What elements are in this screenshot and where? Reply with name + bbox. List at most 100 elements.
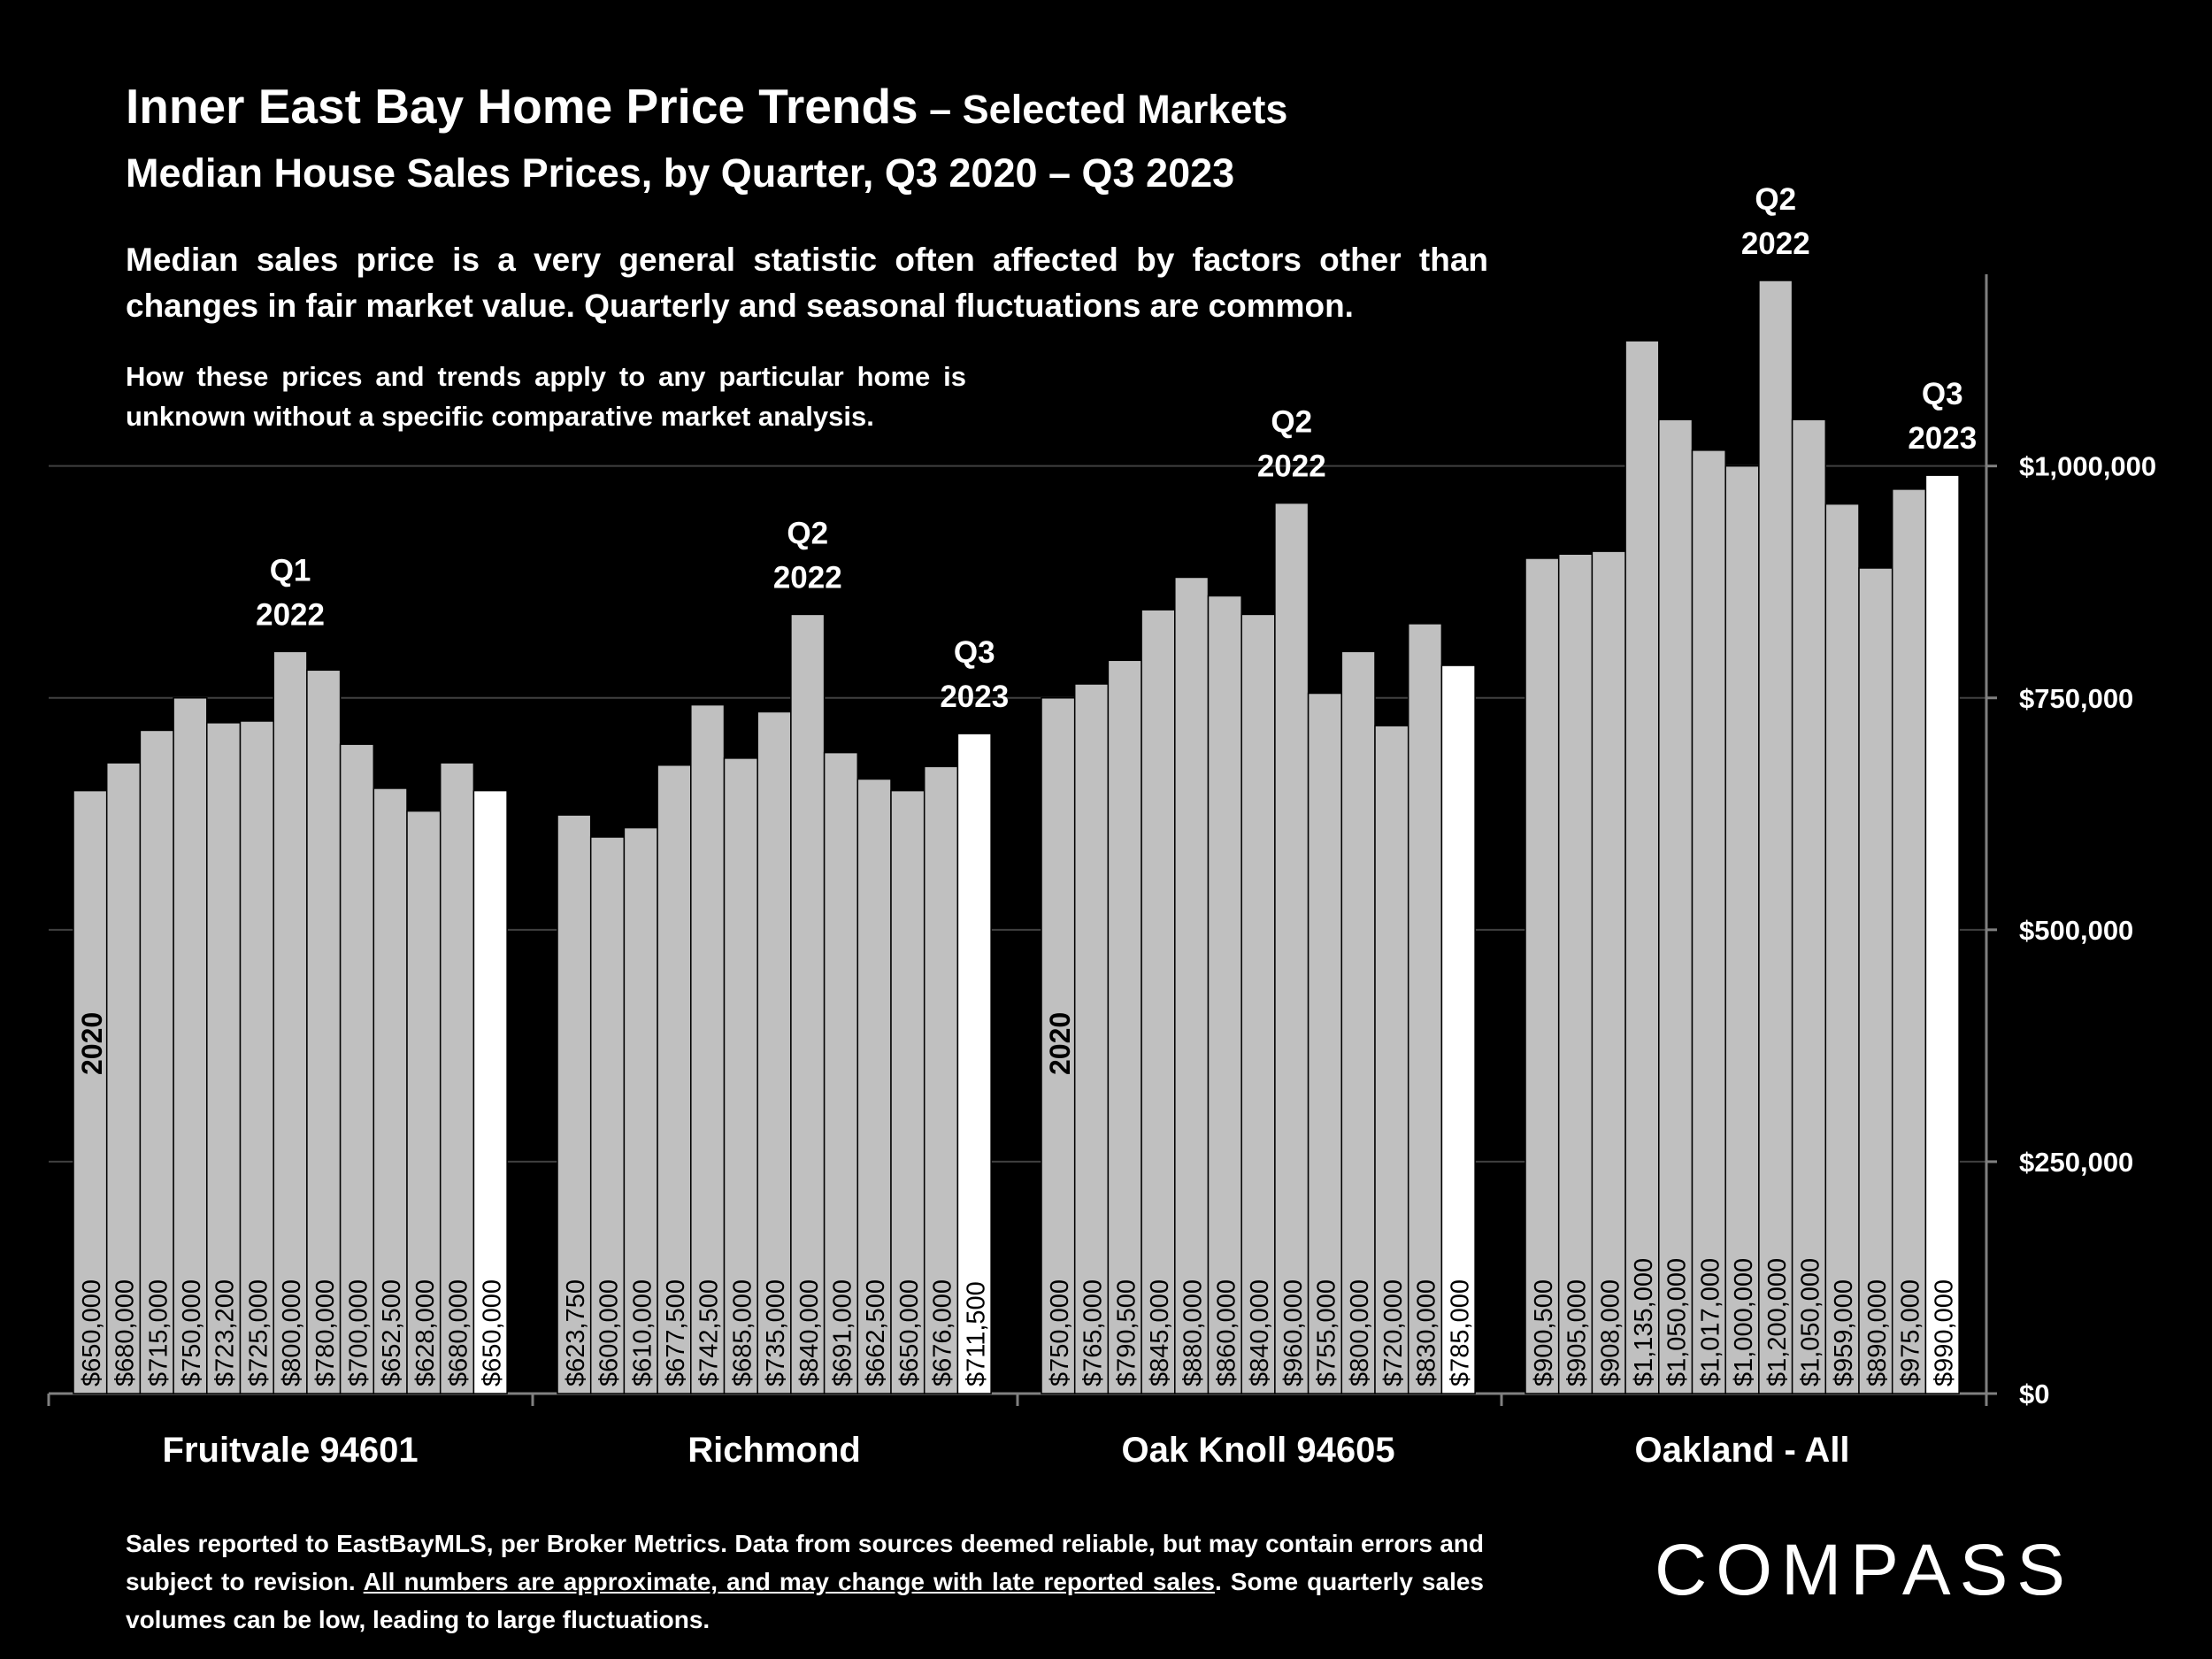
bar [1107, 659, 1142, 1394]
bar [406, 810, 442, 1394]
bar [1207, 595, 1242, 1394]
bar [373, 787, 408, 1394]
end-label-line2: 2023 [940, 680, 1009, 714]
category-label: Richmond [687, 1431, 861, 1470]
note-secondary: How these prices and trends apply to any… [126, 361, 966, 432]
peak-label-line2: 2022 [256, 597, 325, 632]
bar [1307, 692, 1343, 1394]
bar [956, 733, 992, 1394]
bar-value-label: $691,000 [828, 1279, 856, 1386]
bar [1591, 550, 1626, 1394]
footer-part2: . Some quarterly sales volumes can be lo… [126, 1568, 1484, 1633]
bar [1041, 697, 1076, 1394]
peak-label-line1: Q2 [1755, 182, 1796, 217]
bar-value-label: $725,000 [244, 1279, 273, 1386]
bar [1073, 683, 1110, 1394]
bar-value-label: $680,000 [445, 1279, 473, 1386]
year-label: 2020 [76, 1012, 108, 1075]
y-tick-label: $0 [2019, 1379, 2049, 1409]
bar-value-label: $860,000 [1212, 1279, 1240, 1386]
category-label: Fruitvale 94601 [163, 1431, 419, 1470]
page-title: Inner East Bay Home Price Trends – Selec… [126, 78, 1287, 134]
bar-value-label: $830,000 [1413, 1279, 1441, 1386]
category-label: Oakland - All [1635, 1431, 1850, 1470]
bar [723, 757, 758, 1394]
page-subtitle: Median House Sales Prices, by Quarter, Q… [126, 150, 1235, 196]
bar-value-label: $750,000 [178, 1279, 206, 1386]
bar [1791, 419, 1827, 1394]
bar [1924, 474, 1960, 1394]
bar-value-label: $905,000 [1563, 1279, 1592, 1386]
bar [1340, 650, 1376, 1394]
bar [1525, 557, 1560, 1394]
bar [1624, 340, 1660, 1394]
bar-value-label: $680,000 [111, 1279, 140, 1386]
bar-value-label: $650,000 [78, 1279, 106, 1386]
y-tick-label: $1,000,000 [2019, 451, 2156, 482]
bar-value-label: $840,000 [1246, 1279, 1274, 1386]
bar [657, 764, 692, 1394]
bar-value-label: $650,000 [478, 1279, 506, 1386]
bar [1858, 567, 1893, 1394]
bar [823, 751, 859, 1394]
bar [1240, 613, 1276, 1394]
bar-value-label: $990,000 [1930, 1279, 1958, 1386]
bar [757, 710, 792, 1394]
bar-value-label: $1,135,000 [1630, 1258, 1658, 1386]
bar-value-label: $1,017,000 [1696, 1258, 1724, 1386]
bar [1691, 449, 1726, 1394]
bar [306, 669, 342, 1394]
bar-value-label: $735,000 [762, 1279, 790, 1386]
bar [557, 814, 592, 1394]
peak-label-line1: Q2 [787, 516, 828, 550]
bar [1407, 623, 1443, 1394]
bar-value-label: $800,000 [1346, 1279, 1374, 1386]
bar-value-label: $765,000 [1079, 1279, 1108, 1386]
note-main: Median sales price is a very general sta… [126, 242, 1488, 324]
compass-logo: COMPASS [1655, 1530, 2074, 1610]
peak-label-line2: 2022 [773, 560, 842, 595]
bar [472, 789, 508, 1394]
bar-value-label: $742,500 [695, 1279, 724, 1386]
bar-value-label: $623,750 [562, 1279, 590, 1386]
bar-value-label: $685,000 [728, 1279, 757, 1386]
bar [1440, 664, 1476, 1394]
bar-value-label: $610,000 [628, 1279, 657, 1386]
bar-value-label: $750,000 [1046, 1279, 1074, 1386]
bar [623, 826, 658, 1394]
bar-value-label: $1,050,000 [1663, 1258, 1692, 1386]
y-tick-label: $750,000 [2019, 683, 2133, 714]
bar-value-label: $959,000 [1830, 1279, 1858, 1386]
bar [139, 729, 174, 1394]
peak-label-line2: 2022 [1741, 227, 1810, 261]
bar [1174, 576, 1210, 1394]
bar-value-label: $845,000 [1146, 1279, 1174, 1386]
bar-value-label: $677,500 [662, 1279, 690, 1386]
bar [1374, 725, 1409, 1394]
year-label: 2020 [1044, 1012, 1076, 1075]
bar-value-label: $880,000 [1179, 1279, 1208, 1386]
bar-value-label: $711,500 [962, 1281, 990, 1386]
title-main: Inner East Bay Home Price Trends [126, 79, 918, 134]
bar [790, 613, 826, 1394]
bar [1724, 465, 1760, 1394]
bar-value-label: $676,000 [929, 1279, 957, 1386]
peak-label-line1: Q1 [270, 553, 311, 588]
footer-part1: Sales reported to EastBayMLS, per Broker… [126, 1530, 1484, 1595]
bar [206, 722, 242, 1394]
bar-value-label: $900,500 [1530, 1279, 1558, 1386]
bar [1557, 553, 1594, 1394]
bar-value-label: $960,000 [1279, 1279, 1308, 1386]
bar-value-label: $1,000,000 [1730, 1258, 1758, 1386]
footer-disclaimer: Sales reported to EastBayMLS, per Broker… [126, 1525, 1484, 1639]
bar-value-label: $908,000 [1596, 1279, 1624, 1386]
bar [1891, 488, 1927, 1394]
bar [1824, 503, 1860, 1394]
footer-underlined: All numbers are approximate, and may cha… [363, 1568, 1215, 1595]
y-tick-label: $250,000 [2019, 1147, 2133, 1178]
bar [923, 765, 959, 1394]
end-label-line1: Q3 [1922, 377, 1963, 411]
bar-value-label: $600,000 [595, 1279, 624, 1386]
peak-label-line2: 2022 [1257, 449, 1326, 484]
